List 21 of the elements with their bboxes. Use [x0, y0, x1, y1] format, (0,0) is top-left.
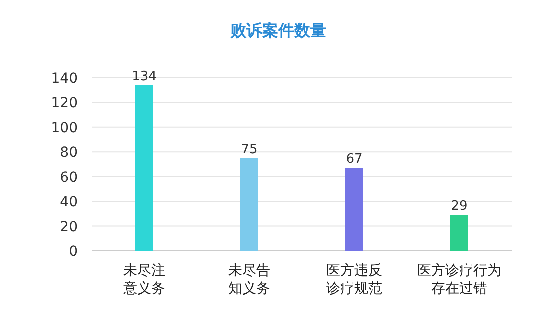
y-tick-label: 60	[60, 170, 78, 186]
x-tick-label: 未尽注意义务	[122, 263, 166, 297]
data-label: 67	[346, 152, 363, 168]
data-label: 75	[241, 142, 258, 158]
y-tick-label: 80	[60, 145, 78, 162]
chart-title: 败诉案件数量	[230, 21, 326, 40]
y-tick-label: 140	[51, 71, 78, 87]
data-label: 134	[132, 69, 157, 84]
y-tick-label: 100	[51, 120, 78, 136]
y-tick-label: 0	[69, 244, 78, 260]
x-tick-label: 医方诊疗行为存在过错	[418, 263, 502, 297]
y-tick-label: 120	[51, 96, 78, 112]
x-tick-label: 未尽告知义务	[228, 263, 270, 297]
bar	[136, 85, 154, 251]
bar	[450, 215, 468, 251]
x-tick-label: 医方违反诊疗规范	[326, 263, 382, 297]
bar	[346, 168, 364, 251]
data-label: 29	[451, 199, 468, 214]
y-tick-label: 40	[60, 194, 78, 211]
bar	[240, 158, 258, 251]
y-tick-label: 20	[60, 219, 78, 236]
